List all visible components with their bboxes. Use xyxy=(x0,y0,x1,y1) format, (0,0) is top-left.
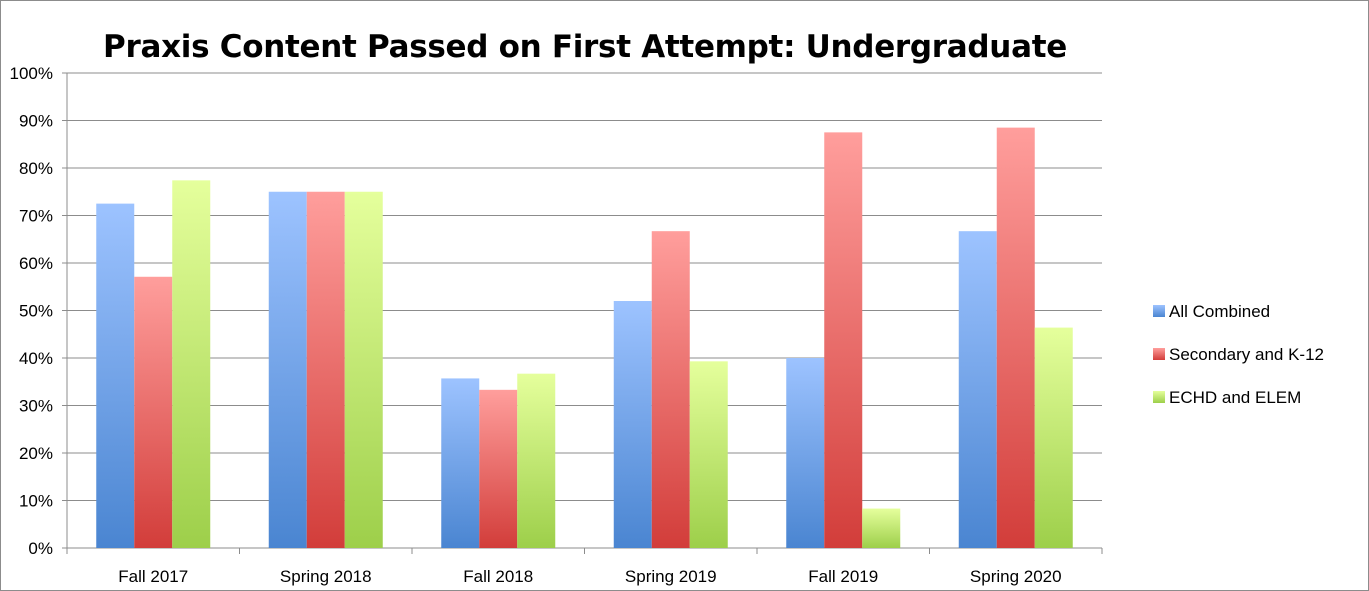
bar-all-combined xyxy=(441,378,480,548)
y-tick-label: 100% xyxy=(10,64,53,83)
bar-all-combined xyxy=(268,191,307,548)
bars xyxy=(96,127,1073,549)
legend-label: All Combined xyxy=(1169,302,1270,321)
bar-secondary-and-k-12 xyxy=(134,276,173,548)
legend-swatch xyxy=(1153,348,1165,360)
bar-all-combined xyxy=(786,358,825,548)
y-tick-label: 80% xyxy=(19,159,53,178)
x-tick-label: Spring 2020 xyxy=(970,567,1062,586)
x-tick-label: Spring 2019 xyxy=(625,567,717,586)
chart-title: Praxis Content Passed on First Attempt: … xyxy=(103,29,1067,65)
y-tick-label: 90% xyxy=(19,112,53,131)
y-tick-label: 10% xyxy=(19,492,53,511)
y-tick-label: 30% xyxy=(19,397,53,416)
bar-echd-and-elem xyxy=(172,180,211,548)
x-tick-label: Spring 2018 xyxy=(280,567,372,586)
y-tick-label: 70% xyxy=(19,207,53,226)
y-tick-label: 60% xyxy=(19,254,53,273)
bar-echd-and-elem xyxy=(517,373,556,548)
axes xyxy=(62,72,1103,554)
bar-all-combined xyxy=(613,301,652,548)
bar-secondary-and-k-12 xyxy=(306,191,345,548)
y-tick-label: 40% xyxy=(19,349,53,368)
bar-all-combined xyxy=(958,231,997,549)
bar-echd-and-elem xyxy=(1034,327,1073,548)
bar-secondary-and-k-12 xyxy=(479,389,518,548)
bar-secondary-and-k-12 xyxy=(996,127,1035,548)
y-tick-label: 50% xyxy=(19,302,53,321)
legend: All Combined Secondary and K-12 ECHD and E… xyxy=(1153,302,1324,407)
x-tick-label: Fall 2019 xyxy=(808,567,878,586)
x-tick-label: Fall 2017 xyxy=(118,567,188,586)
legend-label: ECHD and ELEM xyxy=(1169,388,1301,407)
bar-echd-and-elem xyxy=(862,508,901,548)
y-tick-label: 0% xyxy=(28,539,53,558)
x-tick-label: Fall 2018 xyxy=(463,567,533,586)
legend-swatch xyxy=(1153,305,1165,317)
bar-secondary-and-k-12 xyxy=(824,132,863,548)
gridlines xyxy=(67,72,1102,549)
legend-swatch xyxy=(1153,391,1165,403)
y-tick-label: 20% xyxy=(19,444,53,463)
bar-secondary-and-k-12 xyxy=(651,231,690,549)
bar-all-combined xyxy=(96,203,135,548)
legend-label: Secondary and K-12 xyxy=(1169,345,1324,364)
tick-labels: 0% 10% 20% 30% 40% 50% 60% 70% 80% 90% 100% Fall 20… xyxy=(10,64,1062,586)
bar-echd-and-elem xyxy=(689,361,728,548)
bar-echd-and-elem xyxy=(344,191,383,548)
